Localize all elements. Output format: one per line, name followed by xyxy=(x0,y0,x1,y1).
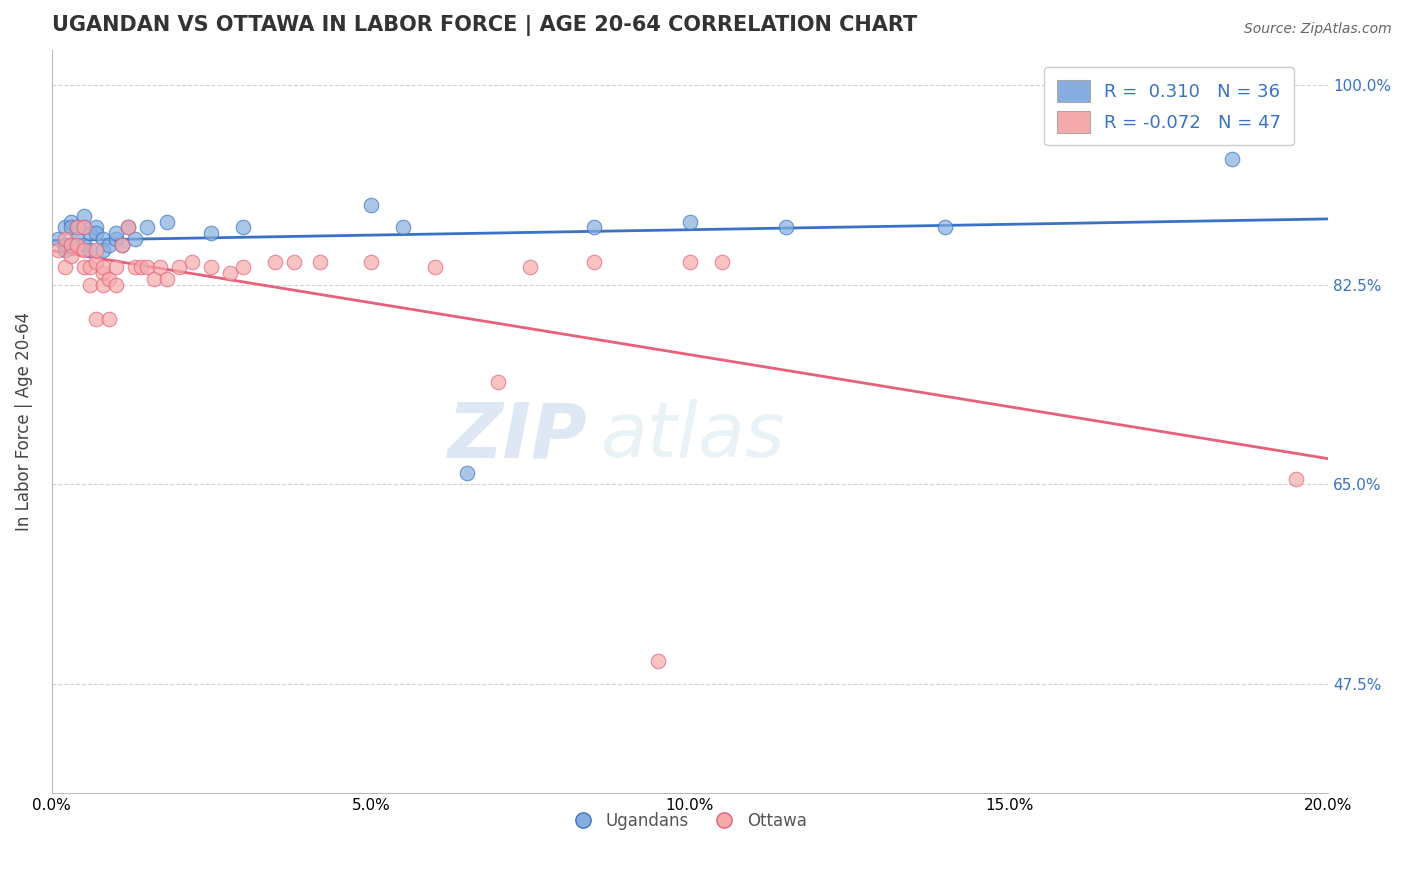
Point xyxy=(66,220,89,235)
Point xyxy=(73,260,96,275)
Point xyxy=(53,220,76,235)
Point xyxy=(232,220,254,235)
Point xyxy=(124,232,146,246)
Point xyxy=(104,277,127,292)
Point xyxy=(98,237,121,252)
Point xyxy=(200,226,222,240)
Point xyxy=(86,244,108,258)
Point xyxy=(583,220,606,235)
Point xyxy=(1222,152,1244,166)
Point xyxy=(79,277,101,292)
Point xyxy=(98,272,121,286)
Point xyxy=(423,260,446,275)
Point xyxy=(129,260,152,275)
Point xyxy=(79,226,101,240)
Point xyxy=(91,232,114,246)
Point xyxy=(117,220,139,235)
Point xyxy=(117,220,139,235)
Point xyxy=(104,260,127,275)
Point xyxy=(79,244,101,258)
Point xyxy=(710,254,733,268)
Point xyxy=(91,266,114,280)
Point xyxy=(91,244,114,258)
Point xyxy=(647,654,669,668)
Point xyxy=(53,232,76,246)
Point xyxy=(66,237,89,252)
Point xyxy=(775,220,797,235)
Point xyxy=(91,260,114,275)
Point xyxy=(53,260,76,275)
Point xyxy=(53,244,76,258)
Point xyxy=(200,260,222,275)
Point xyxy=(232,260,254,275)
Point xyxy=(264,254,287,268)
Point xyxy=(679,215,702,229)
Point xyxy=(104,232,127,246)
Point xyxy=(91,277,114,292)
Point xyxy=(360,197,382,211)
Point xyxy=(181,254,204,268)
Point xyxy=(46,244,69,258)
Point xyxy=(59,249,82,263)
Point xyxy=(111,237,134,252)
Point xyxy=(488,375,510,389)
Point xyxy=(149,260,172,275)
Text: atlas: atlas xyxy=(600,400,785,474)
Text: Source: ZipAtlas.com: Source: ZipAtlas.com xyxy=(1244,22,1392,37)
Point xyxy=(86,311,108,326)
Point xyxy=(136,220,159,235)
Text: UGANDAN VS OTTAWA IN LABOR FORCE | AGE 20-64 CORRELATION CHART: UGANDAN VS OTTAWA IN LABOR FORCE | AGE 2… xyxy=(52,15,917,36)
Point xyxy=(283,254,305,268)
Point xyxy=(73,220,96,235)
Point xyxy=(308,254,330,268)
Point xyxy=(679,254,702,268)
Point xyxy=(53,237,76,252)
Point xyxy=(59,237,82,252)
Point xyxy=(86,254,108,268)
Text: ZIP: ZIP xyxy=(449,400,588,474)
Legend: Ugandans, Ottawa: Ugandans, Ottawa xyxy=(565,805,814,837)
Point xyxy=(73,209,96,223)
Point xyxy=(104,226,127,240)
Point xyxy=(156,215,179,229)
Y-axis label: In Labor Force | Age 20-64: In Labor Force | Age 20-64 xyxy=(15,312,32,531)
Point xyxy=(86,226,108,240)
Point xyxy=(124,260,146,275)
Point xyxy=(360,254,382,268)
Point xyxy=(142,272,165,286)
Point xyxy=(73,244,96,258)
Point xyxy=(156,272,179,286)
Point xyxy=(79,260,101,275)
Point xyxy=(456,466,478,480)
Point xyxy=(66,232,89,246)
Point xyxy=(219,266,242,280)
Point xyxy=(59,215,82,229)
Point xyxy=(59,237,82,252)
Point xyxy=(391,220,413,235)
Point xyxy=(46,232,69,246)
Point xyxy=(59,220,82,235)
Point xyxy=(519,260,541,275)
Point xyxy=(169,260,191,275)
Point xyxy=(98,311,121,326)
Point xyxy=(136,260,159,275)
Point xyxy=(583,254,606,268)
Point xyxy=(111,237,134,252)
Point xyxy=(1285,472,1308,486)
Point xyxy=(66,220,89,235)
Point xyxy=(86,220,108,235)
Point xyxy=(73,237,96,252)
Point xyxy=(73,220,96,235)
Point xyxy=(934,220,956,235)
